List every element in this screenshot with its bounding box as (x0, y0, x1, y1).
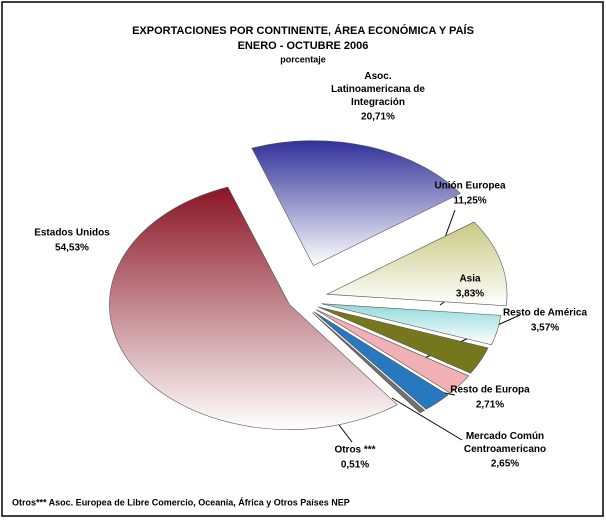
pie-slice (109, 186, 398, 430)
slice-value-label: 3,83% (456, 289, 484, 300)
slice-value-label: 3,57% (531, 323, 559, 334)
footnote: Otros*** Asoc. Europea de Libre Comercio… (12, 497, 350, 507)
chart-subtitle: ENERO - OCTUBRE 2006 (238, 40, 369, 52)
pie-slice (321, 303, 502, 346)
slice-label: Asoc. Latinoamericana de Integración (331, 71, 425, 108)
unit-label: porcentaje (280, 54, 326, 64)
slice-label: Asia (459, 274, 481, 285)
slice-label: Mercado Común Centroamericano (464, 431, 546, 455)
slice-value-label: 11,25% (453, 196, 486, 207)
slice-label: Resto de Europa (450, 385, 530, 396)
pie-slice (313, 311, 449, 410)
slice-label: Resto de América (503, 308, 588, 319)
pie-slice (251, 140, 461, 267)
slice-label: Estados Unidos (34, 228, 110, 239)
pie-slice (312, 312, 426, 414)
slice-value-label: 2,65% (491, 459, 519, 470)
slice-value-label: 2,71% (476, 400, 504, 411)
slice-label: Otros *** (334, 445, 375, 456)
slice-value-label: 0,51% (341, 460, 369, 471)
frame (1, 1, 604, 517)
pie-slice (317, 306, 489, 374)
slice-value-label: 20,71% (361, 112, 395, 123)
slice-label: Unión Europea (434, 181, 506, 192)
chart-title: EXPORTACIONES POR CONTINENTE, ÁREA ECONÓ… (132, 24, 474, 37)
pie-slice (325, 221, 508, 307)
pie-slice (315, 309, 470, 394)
slice-value-label: 54,53% (55, 243, 89, 254)
